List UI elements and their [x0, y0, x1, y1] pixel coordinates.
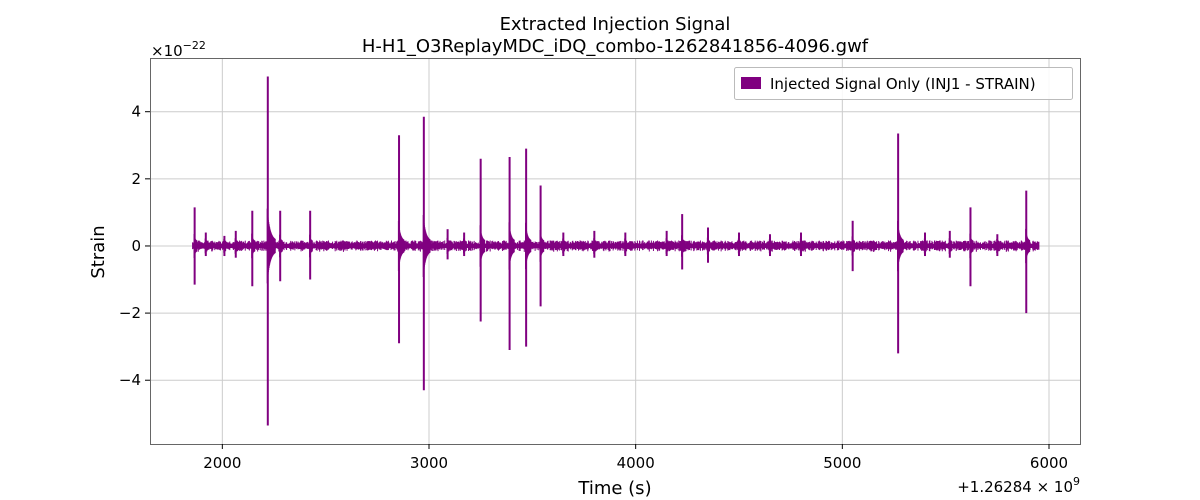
- y-axis-ticks: −4 −2 0 2 4: [119, 103, 150, 389]
- y-scale-label: ×10−22: [151, 39, 206, 60]
- x-tick-label: 2000: [203, 454, 241, 472]
- x-axis-label: Time (s): [577, 478, 651, 499]
- legend: Injected Signal Only (INJ1 - STRAIN): [734, 67, 1073, 100]
- legend-entry: Injected Signal Only (INJ1 - STRAIN): [770, 75, 1036, 93]
- x-offset-exponent: 9: [1073, 475, 1080, 488]
- series-injected-signal: [192, 76, 1040, 426]
- x-tick-label: 6000: [1030, 454, 1068, 472]
- legend-swatch: [741, 77, 761, 89]
- x-offset-label: +1.26284 × 109: [957, 475, 1080, 496]
- chart-title: Extracted Injection Signal: [500, 14, 731, 35]
- y-axis-label: Strain: [88, 225, 109, 278]
- baseline-band: [192, 244, 1040, 248]
- y-scale-exponent: −22: [183, 39, 206, 52]
- y-tick-label: −2: [119, 304, 141, 322]
- x-tick-label: 5000: [823, 454, 861, 472]
- x-tick-label: 3000: [410, 454, 448, 472]
- legend-box: [734, 67, 1073, 100]
- chart-subtitle: H-H1_O3ReplayMDC_iDQ_combo-1262841856-40…: [362, 36, 869, 57]
- plot-frame: [150, 58, 1081, 445]
- y-tick-label: 2: [131, 170, 141, 188]
- x-axis-ticks: 2000 3000 4000 5000 6000: [203, 444, 1068, 472]
- y-tick-label: 4: [131, 103, 141, 121]
- grid-lines: [150, 58, 1080, 444]
- y-tick-label: 0: [131, 237, 141, 255]
- y-tick-label: −4: [119, 371, 141, 389]
- x-tick-label: 4000: [617, 454, 655, 472]
